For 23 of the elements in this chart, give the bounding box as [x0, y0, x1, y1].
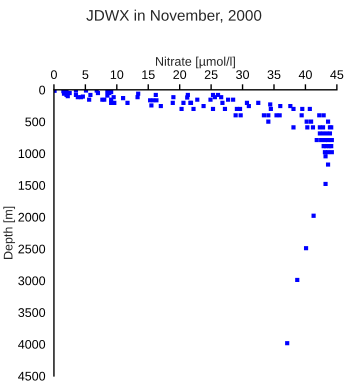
- x-tick-label: 10: [110, 70, 124, 80]
- x-tick-label: 5: [82, 70, 88, 80]
- x-tick-label: 0: [50, 70, 57, 80]
- y-tick-label: 2500: [18, 244, 46, 254]
- x-tick-label: 25: [204, 70, 218, 80]
- x-tick-label: 35: [268, 70, 280, 80]
- x-tick-label: 20: [173, 70, 186, 80]
- x-tick-label: 15: [142, 70, 155, 80]
- y-tick-label: 4500: [18, 372, 46, 381]
- y-tick-label: 3000: [18, 276, 46, 286]
- x-axis-title: Nitrate [µmol/l]: [156, 56, 235, 68]
- y-tick-label: 2000: [18, 212, 46, 222]
- x-tick-label: 40: [298, 70, 312, 80]
- y-tick-label: 1500: [18, 181, 46, 190]
- y-tick-label: 1000: [18, 149, 46, 158]
- y-tick-label: 0: [39, 86, 46, 95]
- x-tick-label: 30: [236, 70, 250, 80]
- y-axis-title: Depth [m]: [3, 206, 16, 259]
- y-tick-label: 500: [25, 117, 46, 126]
- y-tick-label: 4000: [18, 340, 46, 349]
- x-tick-label: 45: [330, 70, 344, 80]
- chart-title: JDWX in November, 2000: [86, 10, 262, 23]
- y-tick-label: 3500: [18, 308, 46, 318]
